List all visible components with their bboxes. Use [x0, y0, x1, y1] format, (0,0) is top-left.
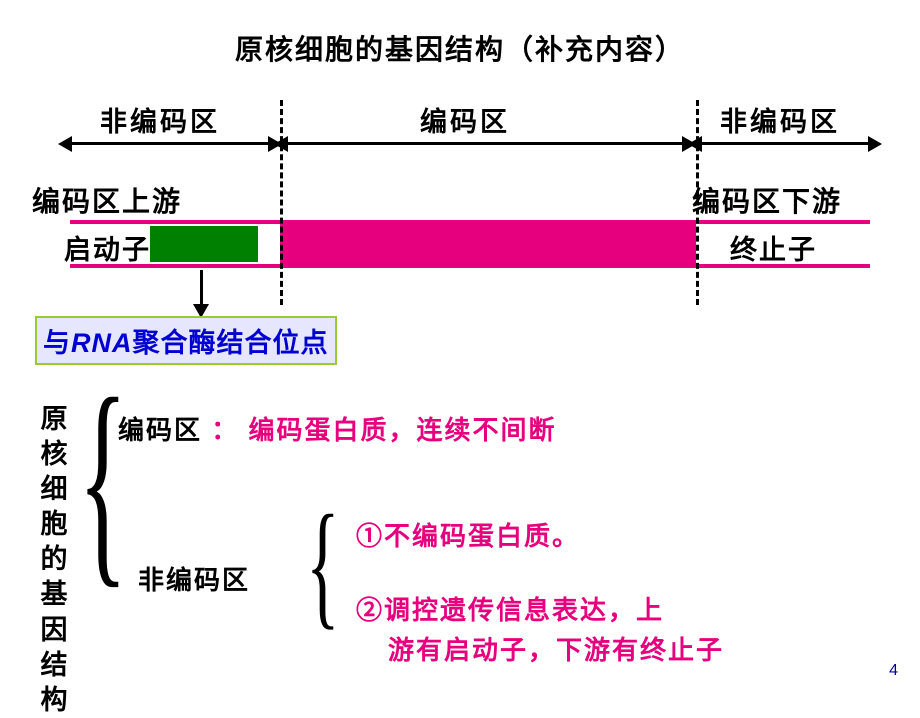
axis-seg1	[70, 142, 270, 145]
divider-1	[280, 100, 283, 305]
coding-desc: 编码蛋白质，连续不间断	[249, 415, 557, 445]
page-number: 4	[889, 662, 898, 680]
noncoding-label: 非编码区	[138, 560, 250, 597]
coding-box	[280, 224, 696, 264]
brace-small: {	[306, 484, 340, 645]
point-1: ①不编码蛋白质。	[356, 516, 580, 553]
promoter-arrow-icon	[200, 270, 203, 304]
structure-vertical-label: 原核细胞的基因结构	[40, 402, 68, 718]
arrow-seg1-left	[58, 136, 72, 152]
arrow-seg3-left	[688, 136, 702, 152]
binder-suffix: 聚合酶结合位点	[133, 328, 329, 358]
terminator-label: 终止子	[730, 228, 817, 267]
page-title: 原核细胞的基因结构（补充内容）	[0, 28, 920, 68]
upstream-label: 编码区上游	[32, 180, 182, 220]
point-2b: 游有启动子，下游有终止子	[388, 630, 724, 667]
point-2a: ②调控遗传信息表达，上	[356, 590, 664, 627]
promoter-label: 启动子	[64, 228, 151, 267]
region-right: 非编码区	[720, 100, 840, 139]
binder-prefix: 与	[43, 328, 71, 358]
coding-region-label: 编码区	[118, 415, 202, 445]
region-left: 非编码区	[100, 100, 220, 139]
downstream-label: 编码区下游	[692, 180, 842, 220]
gene-bar: 启动子 终止子	[70, 220, 870, 268]
promoter-box	[150, 226, 258, 262]
divider-2	[696, 100, 699, 305]
arrow-seg3-right	[868, 136, 882, 152]
coding-colon: ：	[211, 415, 239, 445]
brace-large: {	[78, 346, 128, 611]
coding-line: 编码区 ： 编码蛋白质，连续不间断	[118, 410, 557, 447]
axis-seg3	[700, 142, 870, 145]
axis-seg2	[286, 142, 684, 145]
region-middle: 编码区	[420, 100, 510, 139]
